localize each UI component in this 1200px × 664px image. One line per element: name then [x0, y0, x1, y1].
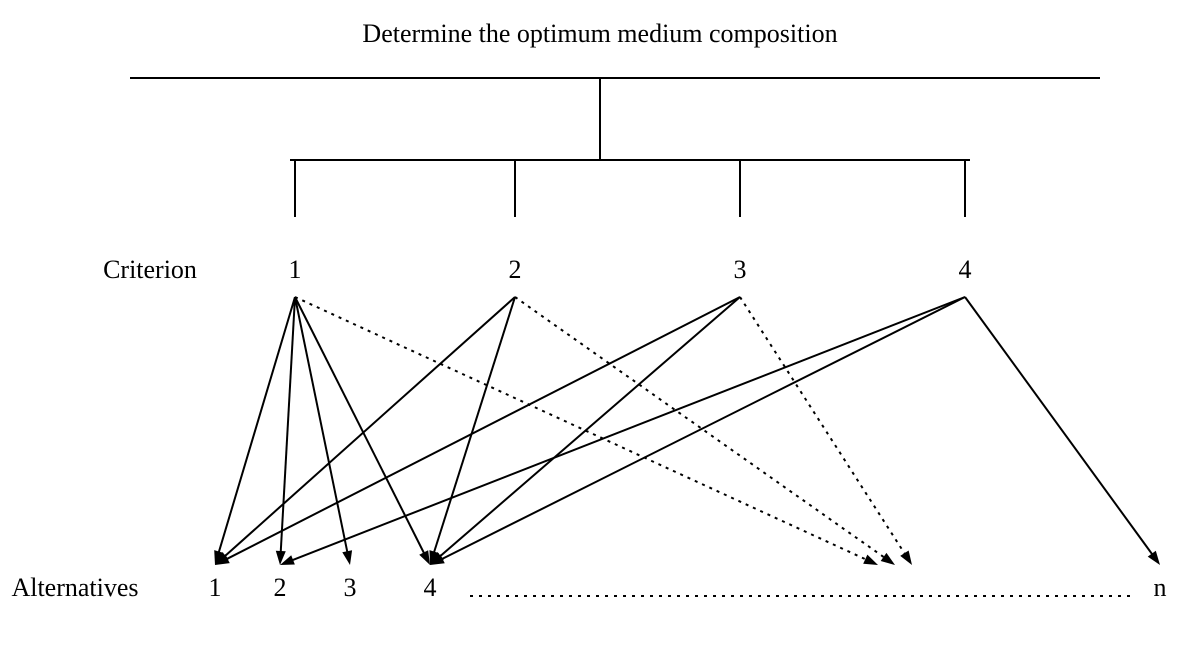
criteria-label: Criterion	[103, 255, 197, 284]
alternative-3: 3	[344, 573, 357, 602]
criterion-1: 1	[289, 255, 302, 284]
alternative-n: n	[1154, 573, 1167, 602]
alternative-4: 4	[424, 573, 437, 602]
alternatives-label: Alternatives	[11, 573, 138, 602]
criterion-3: 3	[734, 255, 747, 284]
hierarchy-diagram: Determine the optimum medium composition…	[0, 0, 1200, 664]
alternative-1: 1	[209, 573, 222, 602]
diagram-title: Determine the optimum medium composition	[362, 19, 837, 48]
criterion-2: 2	[509, 255, 522, 284]
alternative-2: 2	[274, 573, 287, 602]
criterion-4: 4	[959, 255, 972, 284]
